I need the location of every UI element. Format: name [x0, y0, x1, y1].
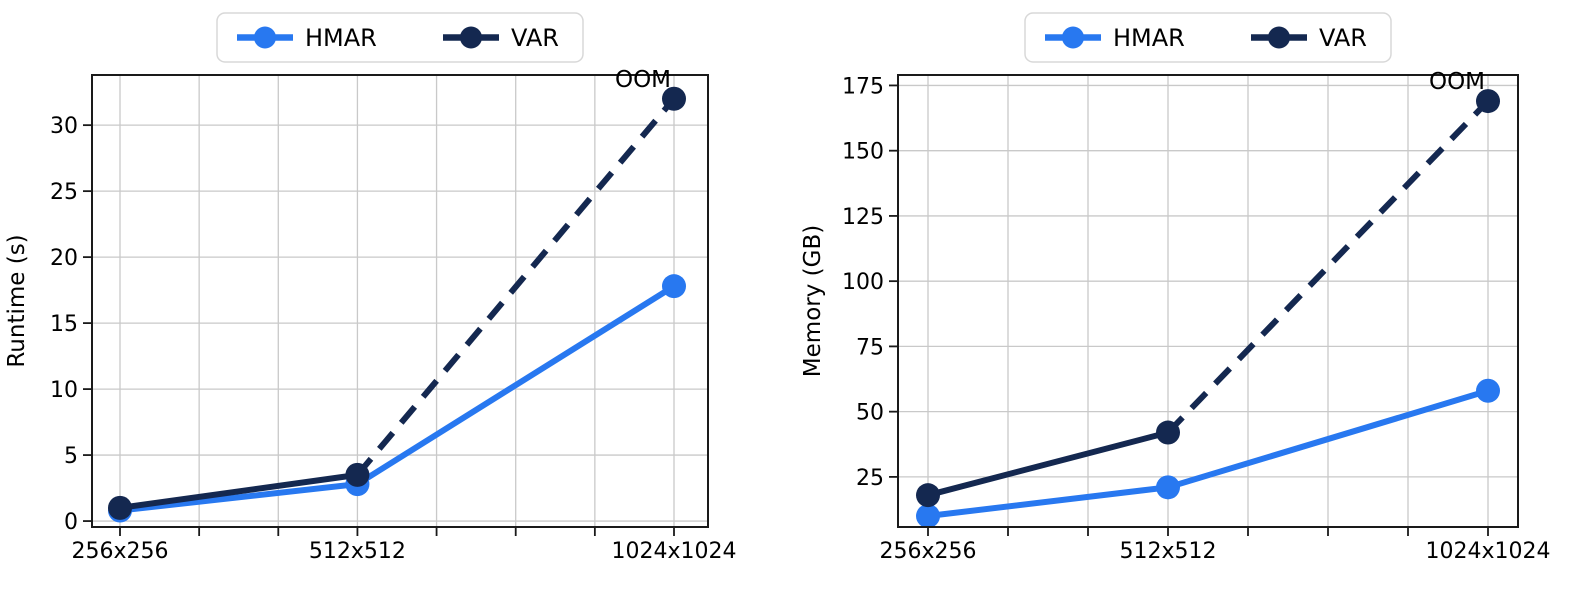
y-tick-label: 150 — [842, 140, 884, 165]
hmar-line — [119, 283, 676, 514]
x-tick-label: 256x256 — [879, 539, 976, 564]
y-tick-label: 175 — [842, 74, 884, 99]
oom-annotation: OOM — [1429, 69, 1485, 95]
legend-hmar-marker — [1062, 26, 1084, 49]
y-tick-label: 30 — [50, 114, 78, 139]
hmar-marker — [662, 274, 686, 299]
plot-border — [897, 74, 1519, 528]
var-marker — [1156, 420, 1180, 445]
var-marker — [345, 462, 370, 487]
legend-box — [1024, 12, 1392, 63]
var-marker — [108, 495, 132, 520]
hmar-marker — [916, 504, 940, 529]
legend-hmar-label: HMAR — [1113, 24, 1185, 52]
y-tick-label: 50 — [856, 401, 884, 426]
y-tick-label: 10 — [50, 378, 78, 403]
var-line — [119, 471, 358, 511]
var-marker — [662, 86, 686, 111]
y-tick-label: 125 — [842, 205, 884, 230]
memory-chart: 256x256 512x512 1024x1024 25 50 75 100 125 150 17… — [800, 12, 1551, 564]
y-tick-label: 0 — [64, 510, 78, 535]
y-tick-label: 25 — [50, 180, 78, 205]
hmar-marker — [1476, 378, 1500, 403]
y-axis-label: Memory (GB) — [800, 225, 826, 377]
y-tick-label: 5 — [64, 444, 78, 469]
legend-var-marker — [1268, 26, 1290, 49]
var-line-dashed — [355, 96, 677, 477]
var-line — [927, 429, 1169, 499]
var-marker — [916, 483, 940, 508]
x-tick-label: 256x256 — [71, 539, 168, 564]
legend-var-marker — [460, 26, 482, 49]
hmar-line — [927, 387, 1489, 520]
legend-var-label: VAR — [511, 24, 559, 52]
hmar-marker — [1156, 475, 1180, 500]
legend-hmar-marker — [254, 26, 276, 49]
y-tick-label: 15 — [50, 312, 78, 337]
x-tick-label: 1024x1024 — [1426, 539, 1551, 564]
legend-box — [216, 12, 584, 63]
var-line-dashed — [1165, 99, 1491, 435]
runtime-chart: 256x256 512x512 1024x1024 0 5 10 15 20 25 30 Runti… — [4, 12, 737, 564]
oom-annotation: OOM — [615, 67, 671, 93]
y-tick-label: 75 — [856, 335, 884, 360]
legend: HMAR VAR — [216, 12, 584, 63]
plot-border — [91, 74, 709, 528]
var-marker — [1476, 89, 1500, 114]
x-tick-label: 512x512 — [309, 539, 406, 564]
legend: HMAR VAR — [1024, 12, 1392, 63]
x-tick-label: 1024x1024 — [612, 539, 737, 564]
y-tick-label: 100 — [842, 270, 884, 295]
legend-var-label: VAR — [1319, 24, 1367, 52]
y-axis-label: Runtime (s) — [4, 234, 30, 367]
y-tick-label: 20 — [50, 246, 78, 271]
x-tick-label: 512x512 — [1119, 539, 1216, 564]
y-tick-label: 25 — [856, 466, 884, 491]
legend-hmar-label: HMAR — [305, 24, 377, 52]
